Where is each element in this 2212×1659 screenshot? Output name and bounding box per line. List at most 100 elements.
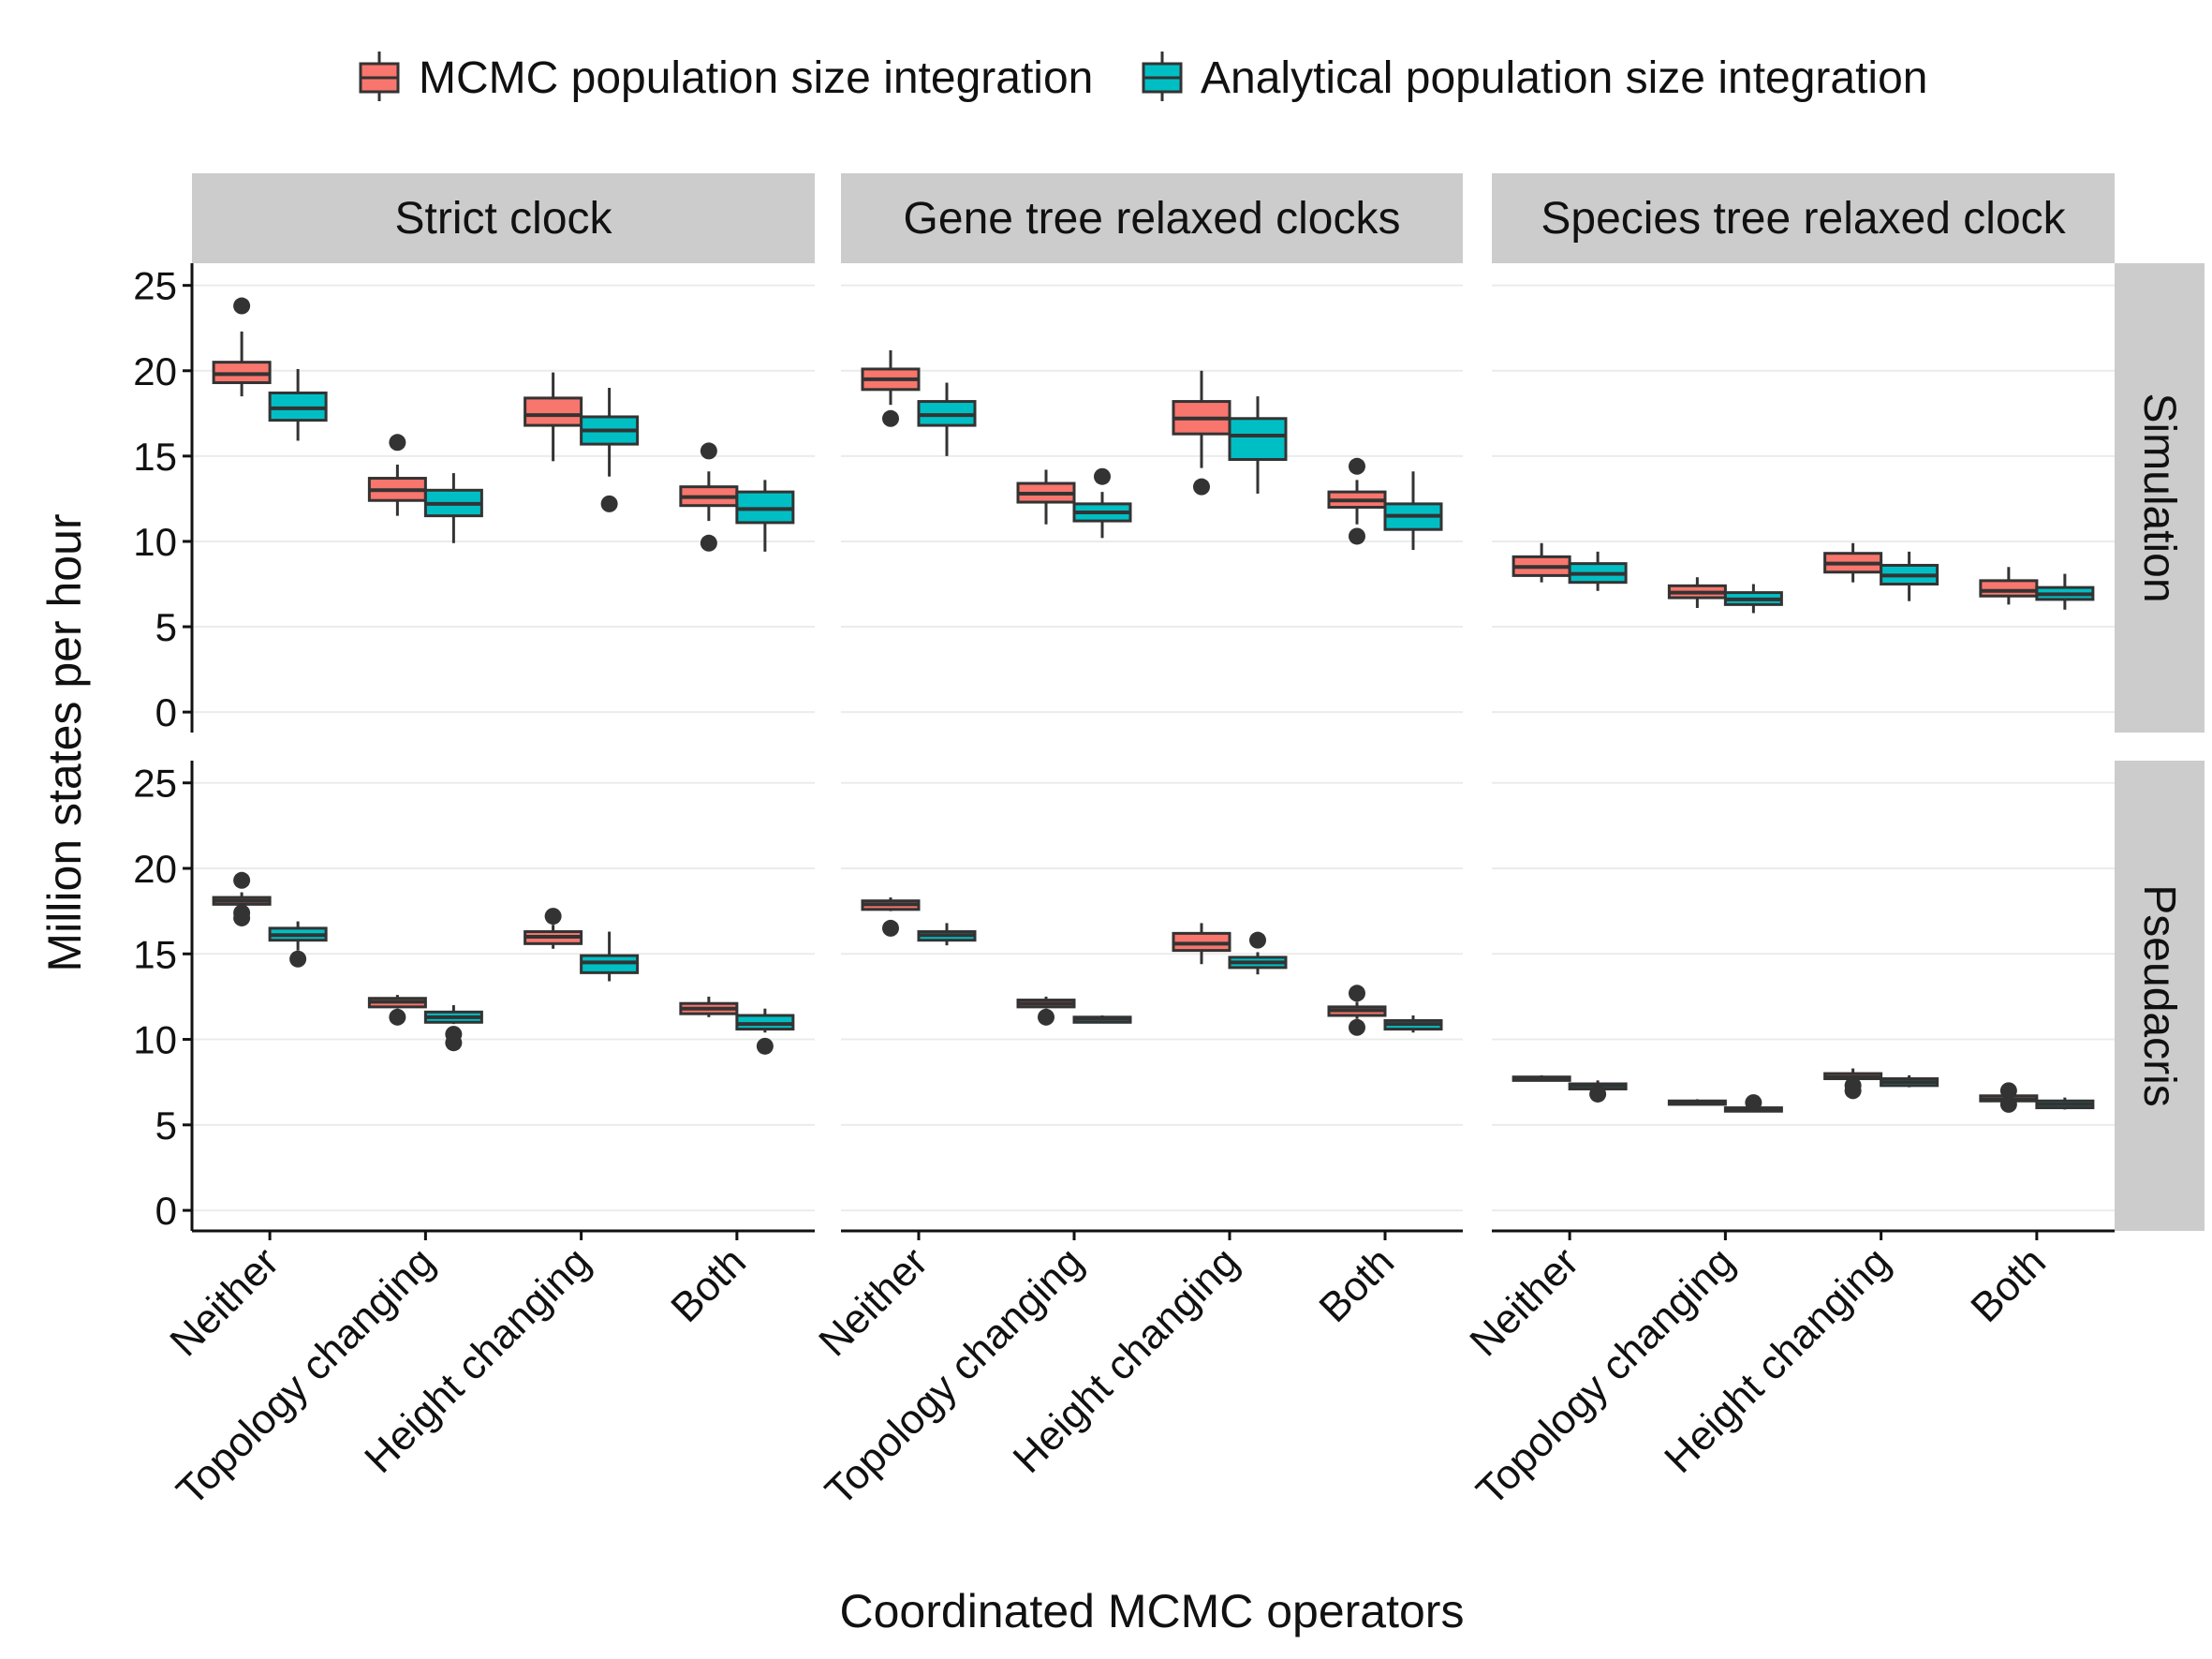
legend-item-mcmc-population-size-integration: MCMC population size integration — [359, 52, 1093, 103]
outlier-point — [1844, 1082, 1862, 1100]
box-iqr — [1979, 579, 2039, 598]
outlier-point — [700, 534, 717, 552]
facet-strips: Strict clock Gene tree relaxed clocks Spec… — [192, 173, 2205, 1231]
facet-strip-gene-tree-relaxed-clocks — [841, 173, 1463, 263]
box-topology-changing-analytical — [423, 473, 483, 543]
box-height-changing-mcmc — [1172, 370, 1231, 496]
facet-strip-label-strict-clock: Strict clock — [394, 194, 612, 244]
y-axis-simulation: 0 5 10 15 20 25 — [133, 263, 194, 734]
outlier-point — [1349, 527, 1365, 545]
y-tick-label: 20 — [133, 847, 177, 891]
box-height-changing-analytical — [1228, 396, 1288, 494]
box-height-changing-mcmc — [1823, 1068, 1883, 1100]
box-both-mcmc — [1979, 1082, 2039, 1113]
box-height-changing-mcmc — [1823, 542, 1883, 583]
outlier-point — [1349, 457, 1365, 475]
panel-simulation-gene-tree-relaxed-clocks — [861, 349, 1443, 551]
outlier-point — [389, 1008, 406, 1026]
box-topology-changing-mcmc — [1016, 469, 1076, 525]
outlier-point — [882, 919, 899, 937]
panel-pseudacris-gene-tree-relaxed-clocks — [861, 897, 1443, 1036]
x-tick-label-both: Both — [1962, 1238, 2055, 1331]
box-both-analytical — [1383, 1015, 1443, 1033]
box-both-analytical — [1383, 471, 1443, 551]
facet-strip-pseudacris — [2115, 761, 2205, 1231]
panel-simulation-strict-clock — [212, 297, 795, 552]
y-tick-label: 5 — [155, 1104, 177, 1148]
box-both-mcmc — [679, 996, 739, 1017]
facet-strip-label-species-tree-relaxed-clock: Species tree relaxed clock — [1541, 194, 2066, 244]
box-neither-analytical — [1568, 551, 1628, 591]
box-neither-mcmc — [861, 349, 921, 427]
box-both-analytical — [735, 480, 795, 552]
facet-strip-simulation — [2115, 263, 2205, 733]
outlier-point — [1589, 1085, 1607, 1103]
y-tick-label: 25 — [133, 264, 177, 308]
box-topology-changing-analytical — [1072, 467, 1132, 539]
box-topology-changing-analytical — [1072, 1015, 1132, 1024]
box-height-changing-mcmc — [524, 372, 583, 462]
legend: MCMC population size integration Analytic… — [359, 52, 1927, 103]
box-iqr — [1228, 417, 1288, 462]
x-tick-label-topology-changing: Topology changing — [1467, 1238, 1743, 1514]
box-topology-changing-analytical — [1723, 584, 1783, 614]
outlier-point — [1038, 1008, 1054, 1026]
x-tick-label-neither: Neither — [161, 1238, 288, 1365]
panel-simulation-species-tree-relaxed-clock — [1512, 542, 2095, 614]
facet-panels — [192, 284, 2115, 1212]
box-neither-analytical — [1568, 1080, 1628, 1103]
outlier-point — [1349, 985, 1365, 1002]
box-both-analytical — [2035, 1097, 2095, 1110]
outlier-point — [882, 409, 899, 427]
y-tick-label: 20 — [133, 349, 177, 393]
outlier-point — [1094, 467, 1111, 485]
legend-item-analytical-population-size-integration: Analytical population size integration — [1142, 52, 1927, 103]
box-neither-analytical — [917, 382, 977, 456]
outlier-point — [756, 1037, 774, 1055]
box-topology-changing-analytical — [423, 1005, 483, 1052]
box-height-changing-analytical — [1228, 931, 1288, 975]
box-neither-analytical — [268, 921, 328, 968]
box-topology-changing-mcmc — [1016, 996, 1076, 1026]
y-tick-label: 0 — [155, 1189, 177, 1233]
box-both-mcmc — [679, 442, 739, 552]
box-iqr — [524, 396, 583, 427]
box-topology-changing-mcmc — [1667, 1099, 1727, 1106]
legend-label: MCMC population size integration — [419, 53, 1093, 103]
box-neither-analytical — [268, 368, 328, 441]
x-tick-label-both: Both — [1310, 1238, 1403, 1331]
facet-strip-species-tree-relaxed-clock — [1492, 173, 2115, 263]
box-height-changing-analytical — [1880, 551, 1939, 601]
legend-label: Analytical population size integration — [1201, 53, 1927, 103]
box-topology-changing-analytical — [1723, 1094, 1783, 1113]
box-height-changing-analytical — [580, 387, 640, 512]
box-both-analytical — [2035, 573, 2095, 610]
box-topology-changing-mcmc — [1667, 577, 1727, 609]
outlier-point — [544, 908, 562, 926]
box-both-mcmc — [1327, 457, 1387, 545]
facet-strip-label-pseudacris: Pseudacris — [2134, 884, 2184, 1106]
box-height-changing-mcmc — [524, 908, 583, 949]
outlier-point — [233, 297, 251, 315]
outlier-point — [1249, 931, 1266, 949]
box-both-mcmc — [1979, 567, 2039, 605]
y-axis-title: Million states per hour — [38, 513, 91, 971]
box-height-changing-analytical — [580, 931, 640, 982]
box-topology-changing-mcmc — [367, 995, 427, 1026]
facet-strip-strict-clock — [192, 173, 815, 263]
facet-strip-label-simulation: Simulation — [2134, 393, 2184, 602]
box-neither-mcmc — [212, 871, 272, 926]
x-tick-label-topology-changing: Topology changing — [817, 1238, 1092, 1514]
box-neither-mcmc — [1512, 542, 1571, 583]
outlier-point — [1745, 1094, 1762, 1112]
box-height-changing-analytical — [1880, 1074, 1939, 1088]
y-tick-label: 15 — [133, 932, 177, 976]
x-axis-title: Coordinated MCMC operators — [840, 1585, 1465, 1637]
outlier-point — [289, 950, 307, 968]
box-neither-mcmc — [1512, 1074, 1571, 1082]
x-tick-label-both: Both — [662, 1238, 755, 1331]
outlier-point — [1999, 1082, 2017, 1100]
